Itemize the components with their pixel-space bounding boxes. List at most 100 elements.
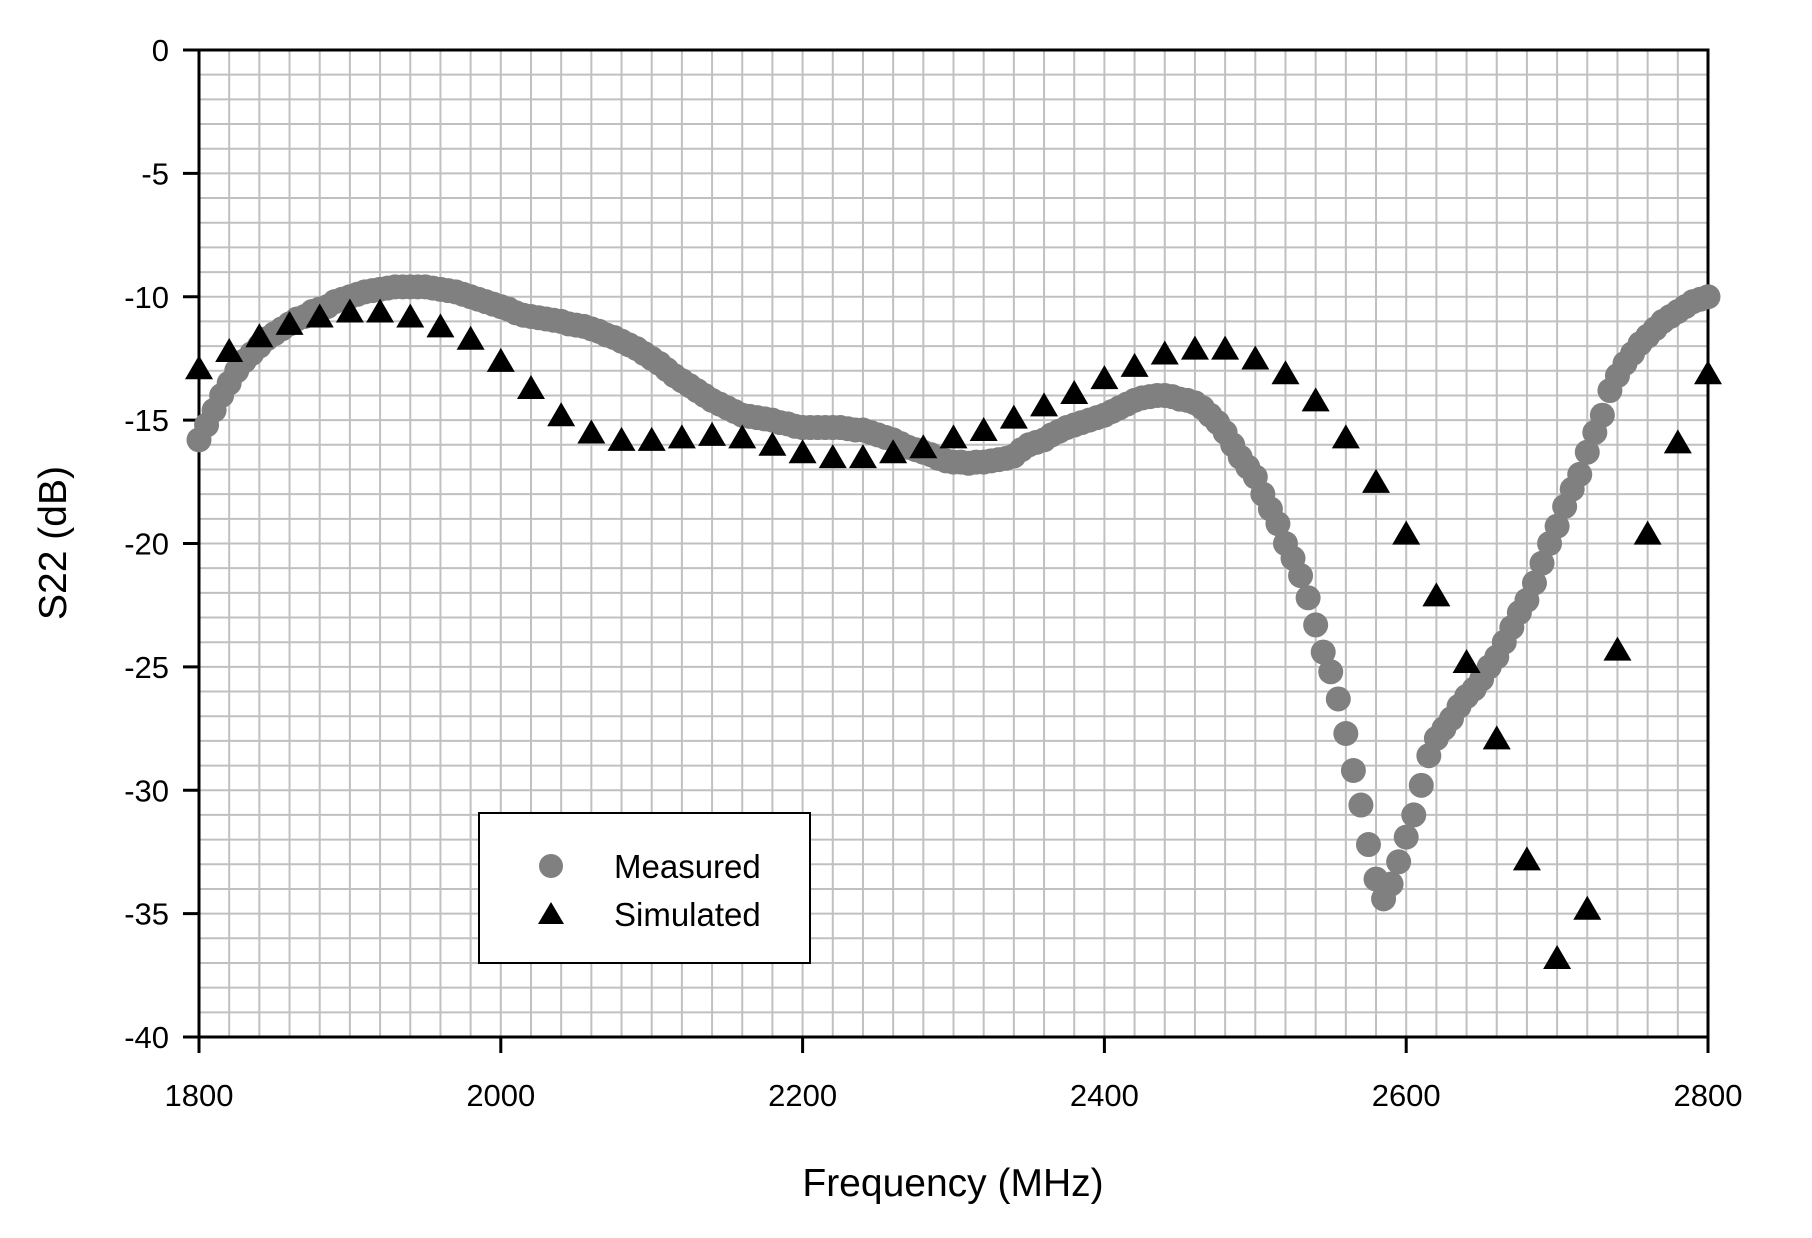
simulated-point [1573, 895, 1602, 920]
simulated-point [758, 431, 787, 456]
y-tick-label: -30 [124, 773, 169, 808]
simulated-point [185, 355, 213, 380]
measured-point [1288, 563, 1314, 589]
axes [183, 48, 1710, 1053]
x-axis-title: Frequency (MHz) [802, 1162, 1103, 1205]
measured-point [1521, 570, 1547, 596]
y-tick-label: -20 [124, 527, 169, 562]
simulated-point [1633, 520, 1662, 545]
simulated-point [969, 416, 998, 441]
simulated-point [366, 298, 395, 323]
simulated-point [426, 313, 455, 338]
x-tick-label: 2400 [1070, 1078, 1139, 1113]
simulated-point [818, 444, 847, 469]
simulated-point [1392, 520, 1421, 545]
simulated-point [637, 426, 666, 451]
y-tick-label: -25 [124, 650, 169, 685]
grid [199, 50, 1708, 1037]
x-tick-label: 2600 [1372, 1078, 1441, 1113]
simulated-point [607, 426, 636, 451]
measured-point [1333, 720, 1359, 746]
simulated-point [1452, 648, 1481, 673]
data-marks [185, 274, 1722, 970]
legend: Measured Simulated [478, 812, 811, 964]
simulated-point [698, 421, 727, 446]
simulated-point [275, 310, 304, 335]
simulated-point [335, 298, 364, 323]
simulated-point [486, 347, 515, 372]
simulated-point [667, 424, 696, 449]
y-tick-label: -15 [124, 403, 169, 438]
legend-simulated-label: Simulated [614, 896, 761, 933]
simulated-point [999, 404, 1028, 429]
simulated-point [215, 338, 244, 363]
measured-point [1265, 511, 1291, 537]
measured-point [1340, 758, 1366, 784]
y-tick-label: -35 [124, 897, 169, 932]
simulated-point [516, 375, 545, 400]
simulated-point [728, 424, 757, 449]
legend-measured-marker [539, 854, 563, 878]
measured-point [1393, 824, 1419, 850]
measured-point [1386, 849, 1412, 875]
y-tick-label: -40 [124, 1020, 169, 1055]
measured-point [1408, 772, 1434, 798]
measured-point [1401, 802, 1427, 828]
simulated-point [879, 439, 908, 464]
measured-point [1295, 585, 1321, 611]
simulated-point [1060, 379, 1089, 404]
measured-point [1529, 550, 1555, 576]
measured-point [1303, 612, 1329, 638]
measured-point [1318, 659, 1344, 685]
simulated-point [1603, 636, 1632, 661]
simulated-point [1271, 360, 1300, 385]
simulated-point [1120, 352, 1149, 377]
simulated-point [1030, 392, 1059, 417]
simulated-point [1090, 365, 1119, 390]
y-axis-title: S22 (dB) [32, 466, 75, 620]
simulated-point [848, 444, 877, 469]
simulated-point [1512, 846, 1541, 871]
simulated-point [1211, 335, 1240, 360]
simulated-point [909, 434, 938, 459]
measured-point [1695, 284, 1721, 310]
simulated-point [788, 439, 817, 464]
measured-point [1567, 461, 1593, 487]
simulated-point [396, 303, 425, 328]
simulated-point [1422, 582, 1451, 607]
measured-point [1589, 402, 1615, 428]
simulated-point [1180, 335, 1209, 360]
simulated-point [1362, 468, 1391, 493]
legend-simulated-marker [538, 902, 564, 924]
legend-box [478, 812, 811, 964]
simulated-point [939, 424, 968, 449]
tick-labels: 0 -5 -10 -15 -20 -25 -30 -35 -40 1800 2000 2200 2400… [124, 33, 1742, 1113]
measured-point [1378, 871, 1404, 897]
measured-point [1348, 792, 1374, 818]
legend-measured-label: Measured [614, 848, 761, 885]
simulated-point [577, 419, 606, 444]
measured-point [1574, 439, 1600, 465]
simulated-point [1694, 360, 1722, 385]
x-tick-label: 2800 [1674, 1078, 1743, 1113]
simulated-point [456, 325, 485, 350]
x-tick-label: 1800 [165, 1078, 234, 1113]
measured-point [1355, 832, 1381, 858]
y-tick-label: 0 [152, 33, 169, 68]
simulated-point [1150, 340, 1179, 365]
x-tick-label: 2000 [466, 1078, 535, 1113]
simulated-point [1543, 945, 1572, 970]
measured-point [1325, 686, 1351, 712]
measured-point [1310, 639, 1336, 665]
simulated-point [1663, 429, 1692, 454]
simulated-point [1301, 387, 1330, 412]
simulated-point [1241, 345, 1270, 370]
measured-point [1544, 513, 1570, 539]
simulated-point [1482, 725, 1511, 750]
y-tick-label: -5 [141, 156, 169, 191]
simulated-point [245, 323, 274, 348]
simulated-point [305, 303, 334, 328]
simulated-point [1331, 424, 1360, 449]
y-tick-label: -10 [124, 280, 169, 315]
